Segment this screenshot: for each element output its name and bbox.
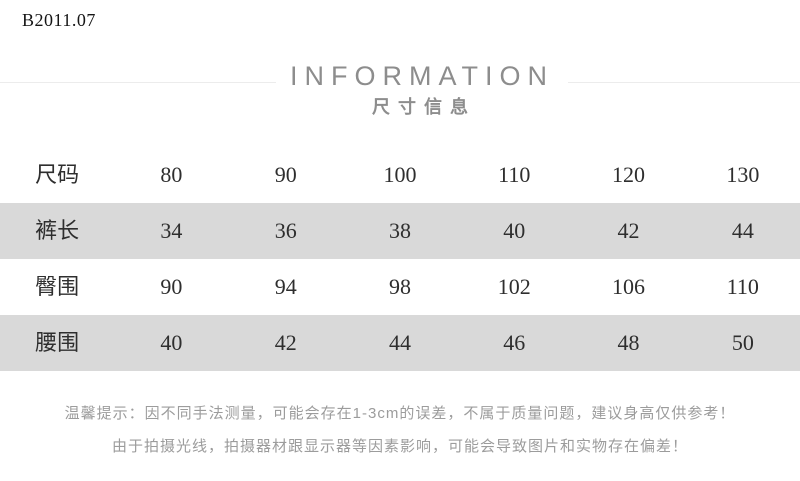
subtitle-wrap: 尺寸信息 [0,97,800,118]
table-cell: 106 [612,274,646,299]
table-cell: 120 [612,162,646,187]
page-title: INFORMATION [276,62,568,90]
table-cell: 130 [726,162,760,187]
tip-line-2: 由于拍摄光线，拍摄器材跟显示器等因素影响，可能会导致图片和实物存在偏差！ [111,438,688,455]
table-cell: 90 [274,162,297,187]
table-cell: 94 [274,274,297,299]
table-cell: 110 [726,274,759,299]
table-row-pants-length: 裤长 34 36 38 40 42 44 [0,203,800,259]
table-cell: 46 [503,330,526,355]
header: INFORMATION [0,62,800,90]
row-label: 尺码 [35,162,80,187]
table-cell: 110 [498,162,531,187]
table-cell: 90 [160,274,183,299]
table-cell: 40 [160,330,183,355]
row-label: 腰围 [35,330,80,355]
table-cell: 40 [503,218,526,243]
table-row-waist: 腰围 40 42 44 46 48 50 [0,315,800,371]
table-cell: 42 [617,218,640,243]
table-cell: 98 [388,274,411,299]
table-cell: 50 [731,330,754,355]
table-cell: 44 [731,218,754,243]
table-row-size: 尺码 80 90 100 110 120 130 [0,147,800,203]
table-cell: 80 [160,162,183,187]
table-cell: 44 [388,330,411,355]
table-cell: 36 [274,218,297,243]
tip-line-1: 温馨提示：因不同手法测量，可能会存在1-3cm的误差，不属于质量问题，建议身高仅… [64,405,736,422]
table-cell: 102 [497,274,531,299]
table-cell: 48 [617,330,640,355]
row-label: 臀围 [35,274,80,299]
table-row-hip: 臀围 90 94 98 102 106 110 [0,259,800,315]
table-cell: 38 [388,218,411,243]
product-code: B2011.07 [22,10,96,30]
table-cell: 100 [383,162,417,187]
size-table: 尺码 80 90 100 110 120 130 裤长 34 36 38 40 … [0,147,800,371]
row-label: 裤长 [35,218,80,243]
table-cell: 34 [160,218,183,243]
page-subtitle: 尺寸信息 [372,97,476,117]
table-cell: 42 [274,330,297,355]
